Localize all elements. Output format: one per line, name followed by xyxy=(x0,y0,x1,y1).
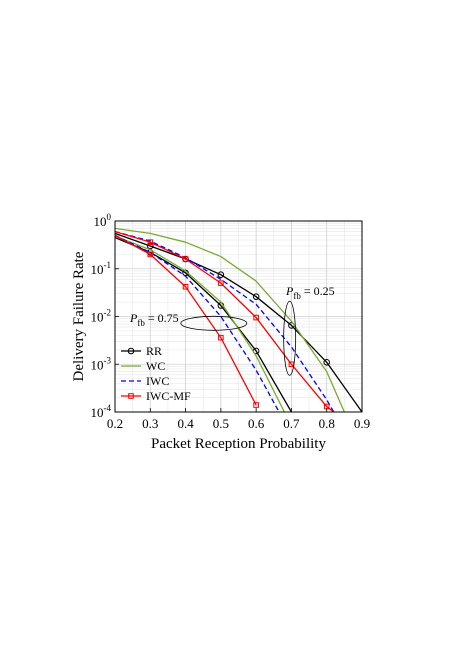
x-tick-label: 0.2 xyxy=(107,416,123,431)
data-point xyxy=(217,271,225,279)
series-line xyxy=(115,230,335,412)
data-point xyxy=(147,251,154,258)
series-3 xyxy=(115,230,335,412)
data-point xyxy=(147,239,154,245)
annotation-label: Pfb = 0.25 xyxy=(285,284,335,301)
data-point xyxy=(146,242,154,250)
x-tick-label: 0.5 xyxy=(213,416,229,431)
legend-item: RR xyxy=(121,344,162,358)
legend-item: IWC-MF xyxy=(121,389,191,403)
legend-item: WC xyxy=(121,359,165,373)
annotation-ellipse xyxy=(283,300,297,376)
legend-label: IWC-MF xyxy=(146,389,191,403)
series-line xyxy=(115,234,257,406)
x-tick-label: 0.9 xyxy=(354,416,370,431)
y-tick-label: 10-2 xyxy=(91,308,112,325)
data-point xyxy=(253,314,259,321)
series-group xyxy=(115,227,362,412)
data-point xyxy=(252,293,260,300)
x-axis-label: Packet Reception Probability xyxy=(151,436,326,452)
data-point xyxy=(218,280,224,286)
data-point xyxy=(182,283,189,290)
y-tick-label: 100 xyxy=(94,212,112,229)
legend-label: WC xyxy=(146,359,165,373)
legend-marker xyxy=(128,393,134,399)
legend-item: IWC xyxy=(121,374,169,388)
annotations: Pfb = 0.25 Pfb = 0.75 xyxy=(129,284,335,376)
series-line xyxy=(115,234,280,412)
series-1 xyxy=(115,227,345,412)
series-line xyxy=(115,235,285,412)
series-line xyxy=(115,232,362,412)
series-0 xyxy=(115,232,362,412)
x-tick-label: 0.8 xyxy=(319,416,335,431)
ticks: 0.2 0.3 0.4 0.5 0.6 0.7 0.8 0.9 100 10-1 10-2 10-3 1… xyxy=(91,212,371,431)
y-tick-label: 10-1 xyxy=(91,260,112,277)
x-tick-label: 0.6 xyxy=(248,416,265,431)
x-tick-label: 0.4 xyxy=(177,416,194,431)
series-6 xyxy=(115,234,280,412)
data-point xyxy=(182,256,189,262)
annotation-label: Pfb = 0.75 xyxy=(129,311,179,328)
data-point xyxy=(253,402,259,408)
x-tick-label: 0.3 xyxy=(142,416,158,431)
series-line xyxy=(115,227,345,412)
y-axis-label: Delivery Failure Rate xyxy=(71,251,87,381)
y-tick-label: 10-3 xyxy=(91,355,112,372)
legend-marker xyxy=(127,347,135,355)
series-2 xyxy=(115,230,335,412)
series-5 xyxy=(115,235,285,412)
legend-label: RR xyxy=(146,344,162,358)
annotation-ellipse xyxy=(180,315,248,331)
data-point xyxy=(323,358,331,366)
x-tick-label: 0.7 xyxy=(283,416,300,431)
legend-label: IWC xyxy=(146,374,169,388)
series-line xyxy=(115,230,335,412)
series-7 xyxy=(115,234,259,408)
data-point xyxy=(218,334,224,341)
y-tick-label: 10-4 xyxy=(91,403,112,420)
